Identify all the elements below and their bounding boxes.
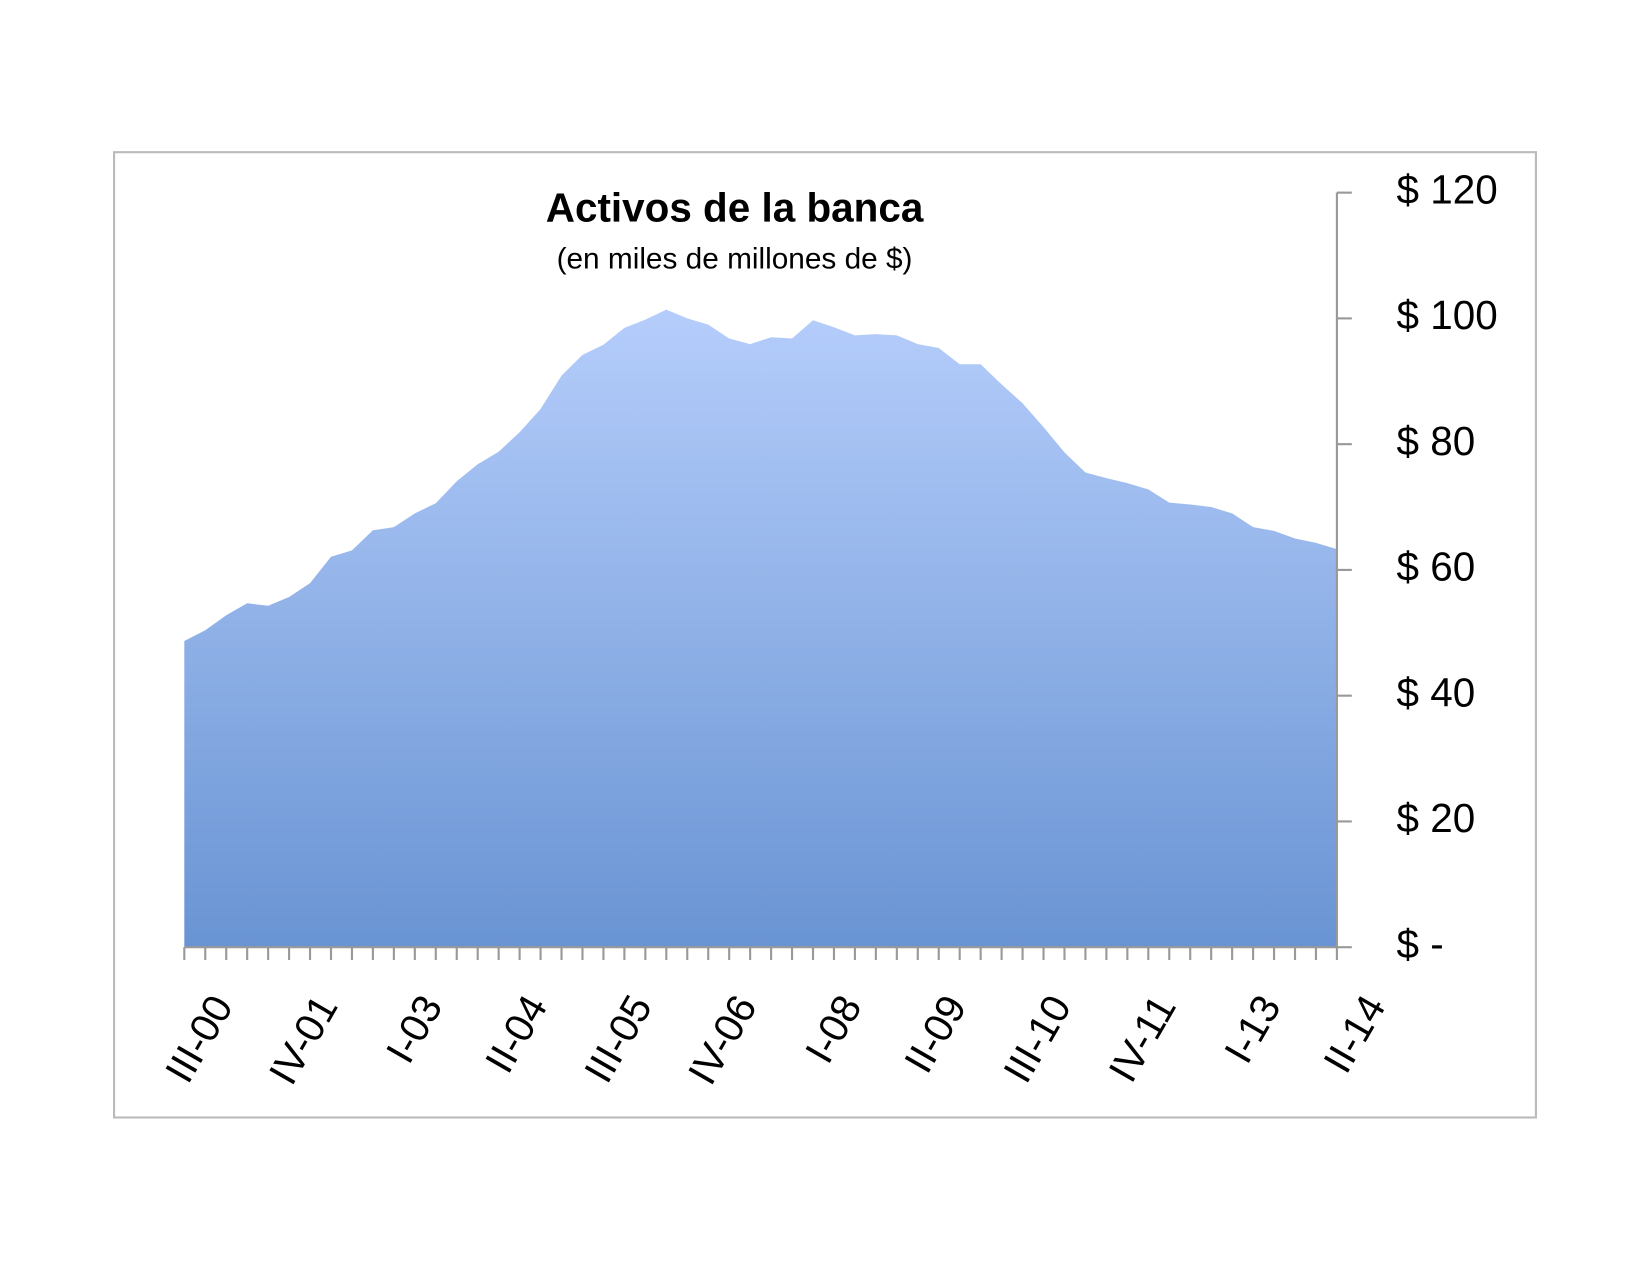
y-tick-label: $ 40: [1397, 669, 1476, 715]
y-tick-label: $ 20: [1397, 795, 1476, 841]
y-tick-label: $ -: [1397, 921, 1444, 967]
chart-subtitle: (en miles de millones de $): [557, 243, 913, 276]
y-tick-label: $ 60: [1397, 544, 1476, 590]
y-tick-label: $ 80: [1397, 418, 1476, 464]
chart-title: Activos de la banca: [546, 184, 924, 230]
y-tick-label: $ 120: [1397, 166, 1498, 212]
area: [184, 309, 1337, 948]
y-tick-label: $ 100: [1397, 292, 1498, 338]
